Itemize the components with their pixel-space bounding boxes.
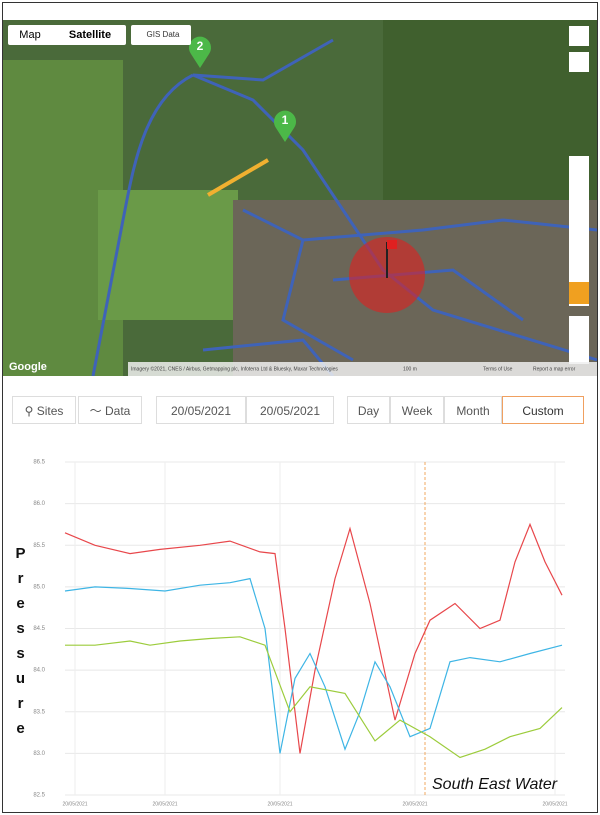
range-button[interactable]: Week [390,396,444,424]
y-tick-label: 83.0 [33,751,45,757]
label: Data [104,404,131,418]
marker-label: 2 [197,39,204,53]
series-line [64,577,563,754]
highlight [206,158,270,197]
pegman[interactable] [569,282,589,304]
flag [387,240,397,249]
data-button[interactable]: 〜 Data [78,396,142,424]
y-axis-label: Pressure [12,545,29,745]
y-tick-label: 82.5 [33,793,45,799]
y-tick-label: 86.0 [33,501,45,507]
sites-button[interactable]: ⚲ Sites [12,396,76,424]
terms[interactable]: Terms of Use [483,366,513,372]
woods [383,20,597,220]
x-tick-label: 20/05/2021 [267,801,292,807]
y-tick-label: 85.0 [33,584,45,590]
y-tick-label: 84.0 [33,668,45,674]
annotation: South East Water [432,776,558,793]
map[interactable]: 2 1 Map Satellite GIS Data Google Imager… [3,20,597,376]
map-controls[interactable] [569,26,589,364]
attribution: Imagery ©2021, CNES / Airbus, Getmapping… [131,365,338,372]
pipes [91,38,597,376]
tab[interactable]: Map [19,29,40,41]
report[interactable]: Report a map error [533,366,576,372]
attribution-bar [128,362,597,376]
x-tick-label: 20/05/2021 [152,801,177,807]
x-tick-label: 20/05/2021 [62,801,87,807]
range-button[interactable]: Custom [502,396,584,424]
label: Sites [36,404,64,418]
gis-label: GIS Data [147,30,180,39]
x-tick-label: 20/05/2021 [402,801,427,807]
gis-button[interactable] [131,25,191,45]
y-tick-label: 84.5 [33,626,45,632]
date-to[interactable]: 20/05/2021 [246,396,334,424]
marker-label: 1 [282,113,289,127]
series-line [65,636,563,759]
series-line [64,522,563,754]
y-tick-label: 83.5 [33,709,45,715]
x-tick-label: 20/05/2021 [542,801,567,807]
range-button[interactable]: Day [347,396,390,424]
marker[interactable] [274,110,296,142]
field [98,190,238,320]
map-type [8,25,126,45]
scale: 100 m [403,366,417,372]
logo: Google [9,361,47,373]
y-tick-label: 86.5 [33,460,45,466]
chart: 82.5 83.0 83.5 84.0 84.5 85.0 85.5 86.0 86.5 20/0… [33,460,567,808]
range-button[interactable]: Month [444,396,502,424]
tab[interactable]: Satellite [69,29,111,41]
marker[interactable] [189,36,211,68]
date-from[interactable]: 20/05/2021 [156,396,246,424]
y-tick-label: 85.5 [33,543,45,549]
